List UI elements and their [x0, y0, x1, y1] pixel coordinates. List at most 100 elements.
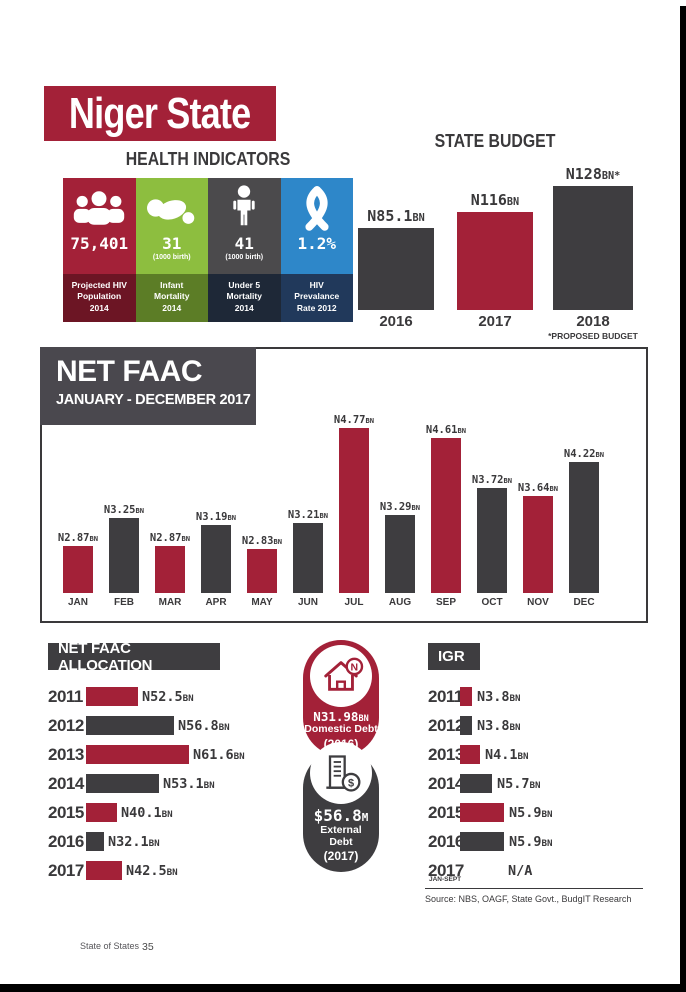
monthly-bar-group: N3.19BN APR [194, 511, 238, 608]
allocation-value-label: N42.5BN [126, 862, 178, 879]
monthly-bar [477, 488, 507, 593]
monthly-bar-group: N3.72BN OCT [470, 474, 514, 608]
external-debt-year: (2017) [323, 849, 359, 864]
igr-bar [460, 803, 504, 822]
svg-text:$: $ [348, 777, 354, 789]
month-label: NOV [527, 597, 549, 608]
monthly-bar-group: N2.87BN MAR [148, 532, 192, 608]
budget-bar-group: N116BN 2017 [457, 191, 533, 330]
state-budget-bars: N85.1BN 2016 N116BN 2017 N128BN* 2018 *PROPOSE… [358, 162, 638, 341]
net-faac-allocation-title: NET FAAC ALLOCATION [48, 640, 220, 674]
monthly-bar-group: N4.61BN SEP [424, 424, 468, 608]
monthly-bar [385, 515, 415, 593]
monthly-value-label: N2.83BN [241, 535, 283, 547]
budget-bar-group: N128BN* 2018 *PROPOSED BUDGET [548, 165, 638, 341]
monthly-bar [109, 518, 139, 593]
igr-row: 2011 N3.8BN [428, 682, 653, 711]
igr-bar [460, 745, 480, 764]
allocation-year-label: 2011 [48, 686, 83, 706]
monthly-bar [247, 549, 277, 593]
monthly-bar [155, 546, 185, 593]
indicator-label: Under 5 Mortality 2014 [208, 274, 281, 322]
allocation-bar [86, 687, 138, 706]
igr-row: 2016 N5.9BN [428, 827, 653, 856]
allocation-year-label: 2012 [48, 715, 84, 735]
allocation-row: 2012 N56.8BN [48, 711, 308, 740]
external-debt-label: External Debt [320, 824, 362, 848]
igr-value-label: N4.1BN [485, 746, 529, 763]
allocation-row: 2017 N42.5BN [48, 856, 308, 885]
month-label: FEB [114, 597, 134, 608]
indicator-tile-top: 31 (1000 birth) [135, 178, 208, 274]
budget-bar [457, 212, 533, 310]
budget-value-label: N116BN [470, 191, 520, 209]
igr-bar [460, 774, 492, 793]
igr-value-label: N5.9BN [509, 833, 553, 850]
allocation-row: 2011 N52.5BN [48, 682, 308, 711]
external-debt-amount: $56.8M [313, 806, 369, 825]
health-indicators: 75,401 Projected HIV Population 2014 31 … [63, 178, 353, 322]
allocation-value-label: N40.1BN [121, 804, 173, 821]
igr-row: 2017 JAN-SEPT N/A [428, 856, 653, 885]
igr-year-label: 2017 [428, 860, 464, 880]
domestic-debt-capsule: N N31.98BN Domestic Debt (2016) [303, 640, 379, 756]
people-group-icon [71, 184, 127, 232]
page-number: 35 [142, 941, 154, 953]
external-debt-capsule: $ $56.8M External Debt (2017) [303, 742, 379, 872]
page-edge-right [680, 6, 686, 992]
net-faac-allocation-rows: 2011 N52.5BN 2012 N56.8BN 2013 N61.6BN 2014 N53… [48, 682, 308, 885]
indicator-unit: (1000 birth) [225, 254, 264, 261]
allocation-year-label: 2014 [48, 773, 84, 793]
month-label: MAR [158, 597, 182, 608]
indicator-label: Infant Mortality 2014 [135, 274, 208, 322]
net-faac-monthly-bars: N2.87BN JAN N3.25BN FEB N2.87BN MAR N3.19BN APR… [56, 357, 606, 608]
allocation-bar [86, 716, 174, 735]
indicator-tile-top: 1.2% [280, 178, 353, 274]
allocation-value-label: N53.1BN [163, 775, 215, 792]
monthly-bar-group: N2.87BN JAN [56, 532, 100, 608]
svg-text:N: N [351, 661, 359, 673]
igr-row: 2013 N4.1BN [428, 740, 653, 769]
allocation-bar [86, 832, 104, 851]
indicator-tile-hiv-prevalence: 1.2% HIV Prevalance Rate 2012 [280, 178, 353, 322]
monthly-bar [339, 428, 369, 593]
monthly-bar [201, 525, 231, 593]
indicator-tile-hiv-population: 75,401 Projected HIV Population 2014 [63, 178, 136, 322]
monthly-value-label: N4.22BN [563, 448, 605, 460]
net-faac-header: NET FAAC JANUARY - DECEMBER 2017 [40, 347, 256, 425]
igr-row: 2014 N5.7BN [428, 769, 653, 798]
external-debt-circle: $ [310, 742, 372, 804]
igr-value-label: N3.8BN [477, 717, 521, 734]
indicator-value: 31 [162, 234, 182, 253]
indicator-label: Projected HIV Population 2014 [63, 274, 136, 322]
monthly-bar [431, 438, 461, 593]
igr-bar [460, 832, 504, 851]
monthly-value-label: N3.72BN [471, 474, 513, 486]
allocation-value-label: N61.6BN [193, 746, 245, 763]
igr-bar [460, 687, 472, 706]
igr-value-label: N5.7BN [497, 775, 541, 792]
month-label: SEP [435, 597, 456, 608]
monthly-bar-group: N3.25BN FEB [102, 504, 146, 608]
budget-value-label: N85.1BN [367, 207, 425, 225]
budget-value-label: N128BN* [565, 165, 621, 183]
allocation-row: 2014 N53.1BN [48, 769, 308, 798]
month-label: AUG [388, 597, 412, 608]
source-note: Source: NBS, OAGF, State Govt., BudgIT R… [425, 894, 632, 904]
domestic-debt-label: Domestic Debt [304, 723, 378, 735]
budget-footnote: *PROPOSED BUDGET [548, 331, 638, 341]
allocation-bar [86, 745, 189, 764]
budget-bar-group: N85.1BN 2016 [358, 207, 434, 330]
net-faac-title: NET FAAC [56, 355, 203, 388]
ribbon-icon [296, 184, 338, 232]
source-divider [425, 888, 643, 889]
monthly-value-label: N3.21BN [287, 509, 329, 521]
igr-year-sublabel: JAN-SEPT [429, 876, 462, 883]
igr-rows: 2011 N3.8BN 2012 N3.8BN 2013 N4.1BN 2014 N5.7BN… [428, 682, 653, 885]
monthly-value-label: N2.87BN [149, 532, 191, 544]
monthly-value-label: N3.64BN [517, 482, 559, 494]
state-name: Niger State [69, 88, 251, 138]
igr-year-label: 2011 [428, 686, 463, 706]
igr-value-label: N3.8BN [477, 688, 521, 705]
